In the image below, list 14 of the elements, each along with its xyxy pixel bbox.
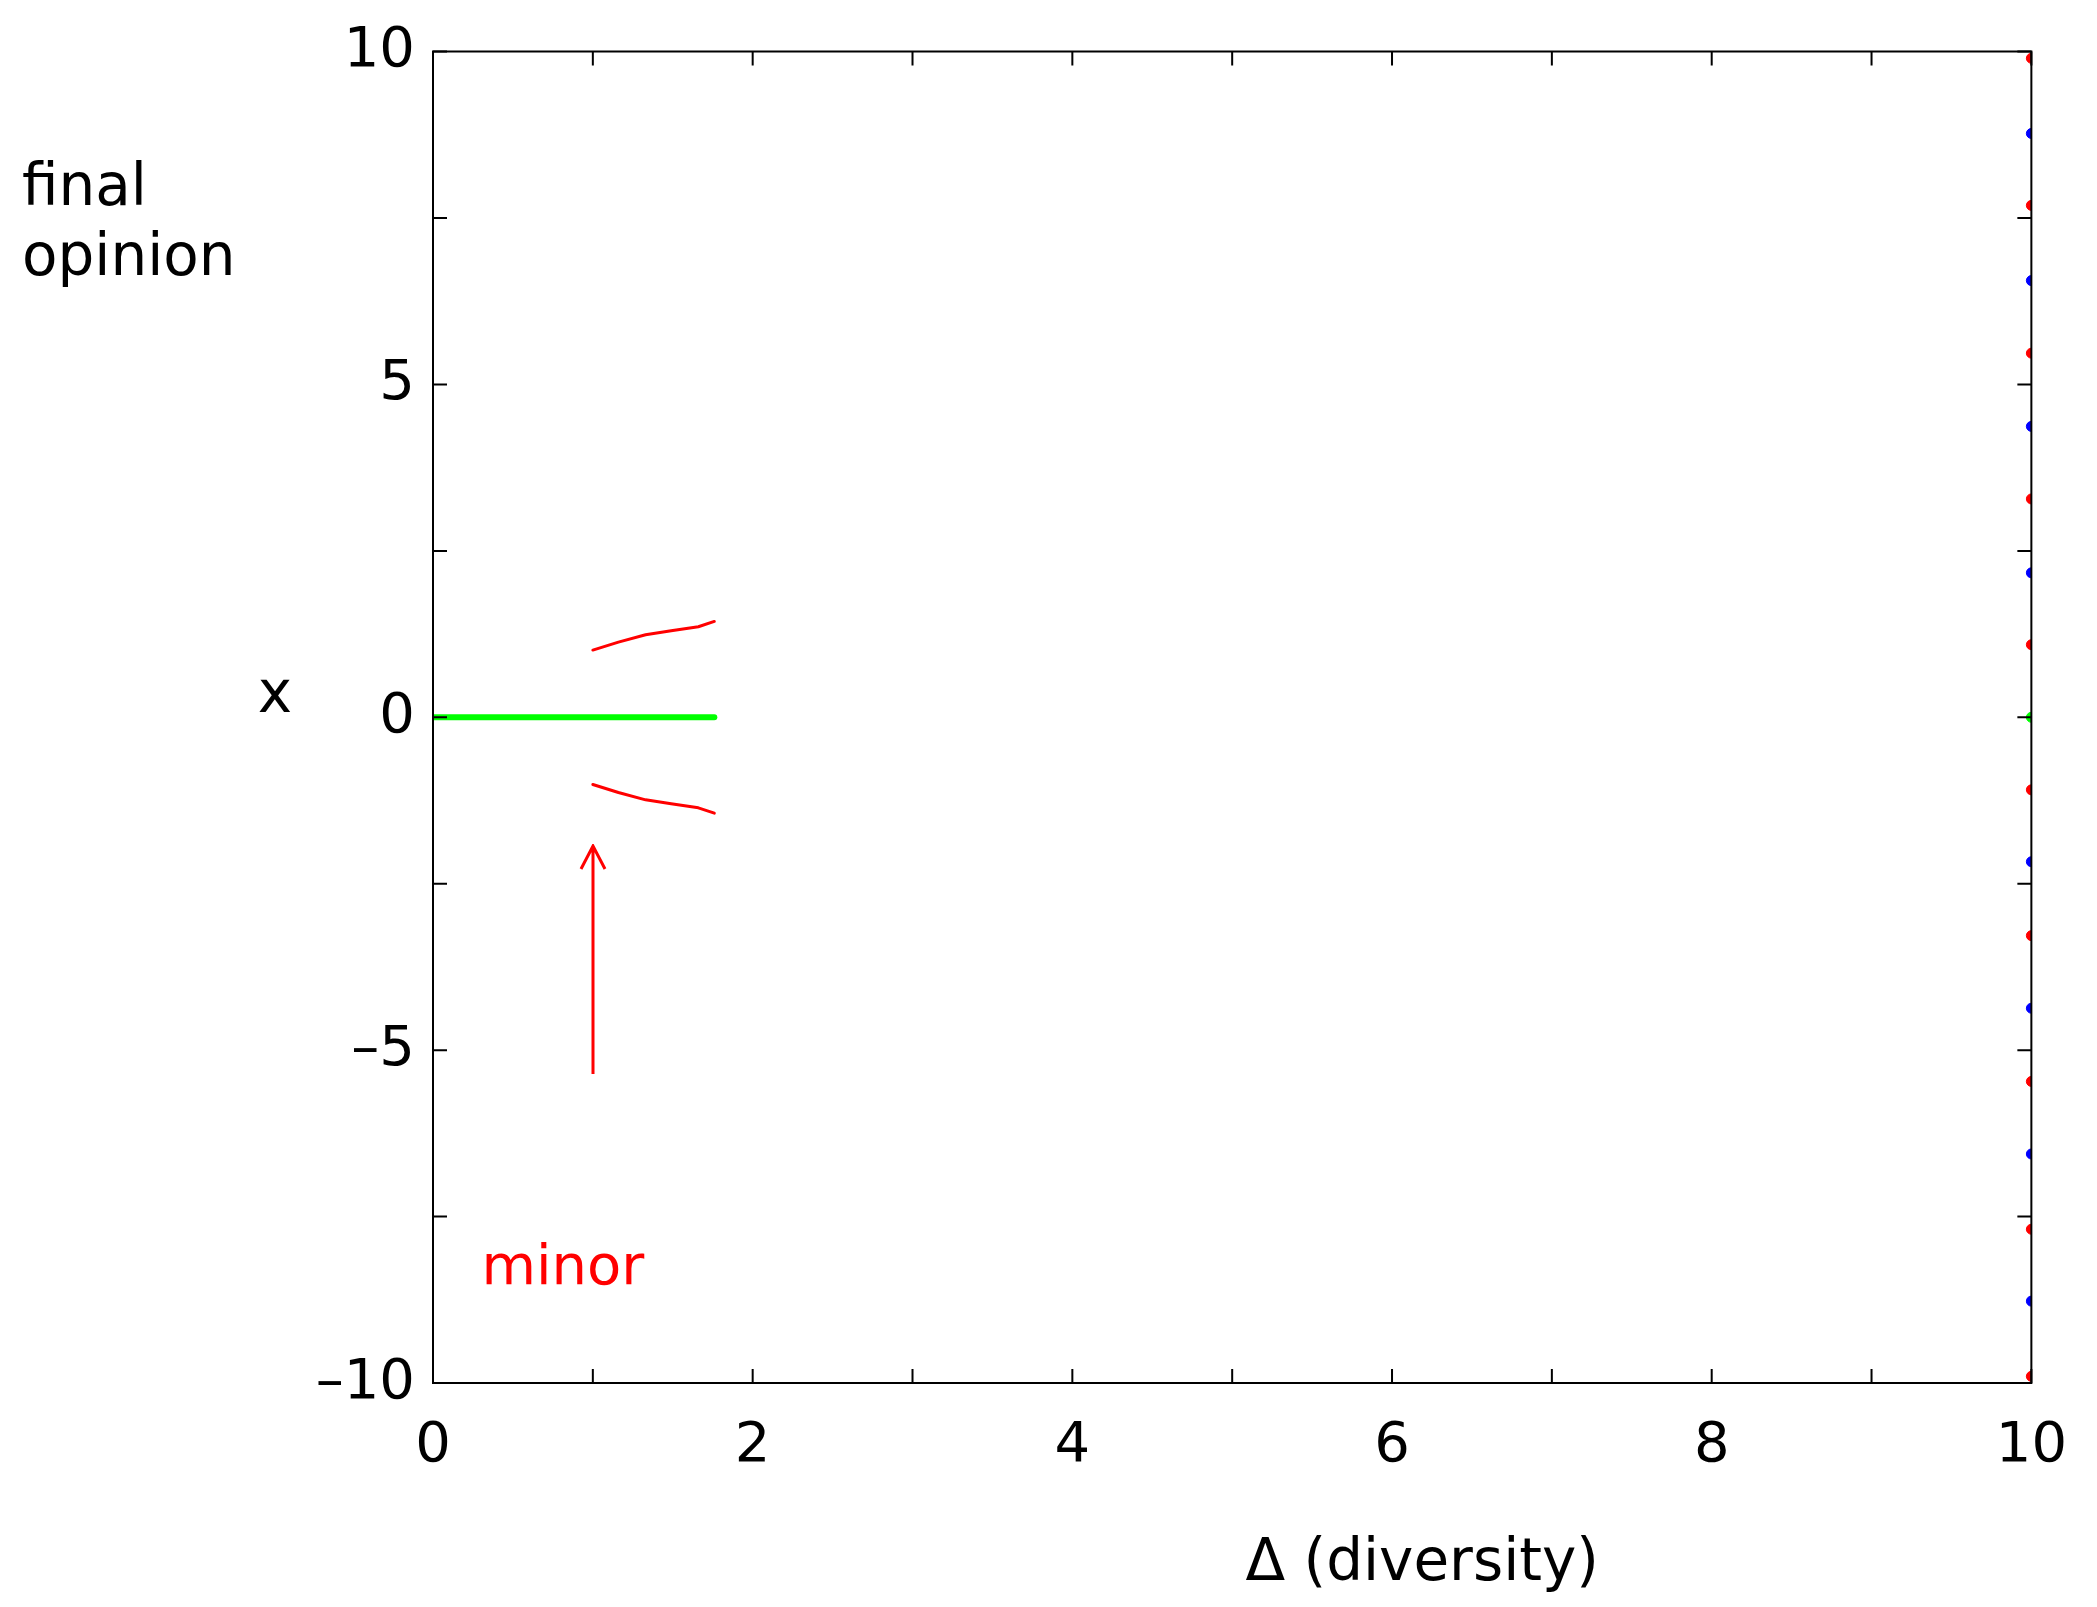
y-tick-label: 0 — [379, 679, 415, 745]
x-tick-label: 8 — [1693, 1409, 1730, 1475]
x-tick-label: 4 — [1054, 1409, 1091, 1475]
x-tick-label: 6 — [1374, 1409, 1410, 1475]
x-tick-label: 2 — [734, 1409, 771, 1475]
annotation: minor — [481, 1232, 646, 1298]
x-tick-label: 10 — [1995, 1409, 2067, 1475]
text: x — [257, 658, 293, 727]
x-axis-title: Δ (diversity) — [1245, 1526, 1599, 1594]
y-tick-label: 5 — [379, 347, 415, 412]
y-tick-label: –10 — [315, 1345, 415, 1411]
y-axis-title: final opinion — [22, 151, 236, 289]
y-tick-label: 10 — [343, 14, 415, 80]
y-tick-label: –5 — [351, 1012, 415, 1078]
